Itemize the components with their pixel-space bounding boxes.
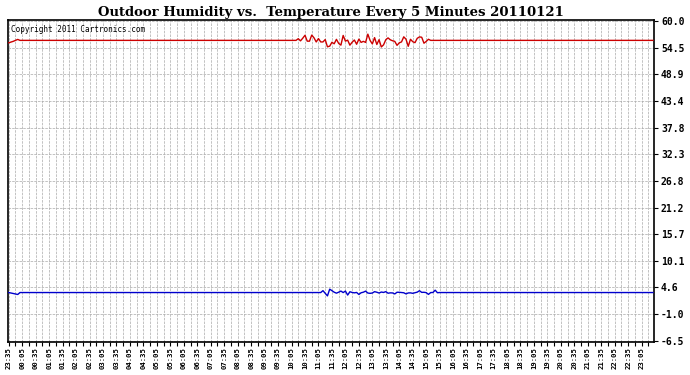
Title: Outdoor Humidity vs.  Temperature Every 5 Minutes 20110121: Outdoor Humidity vs. Temperature Every 5…: [98, 6, 564, 18]
Text: Copyright 2011 Cartronics.com: Copyright 2011 Cartronics.com: [11, 24, 145, 33]
